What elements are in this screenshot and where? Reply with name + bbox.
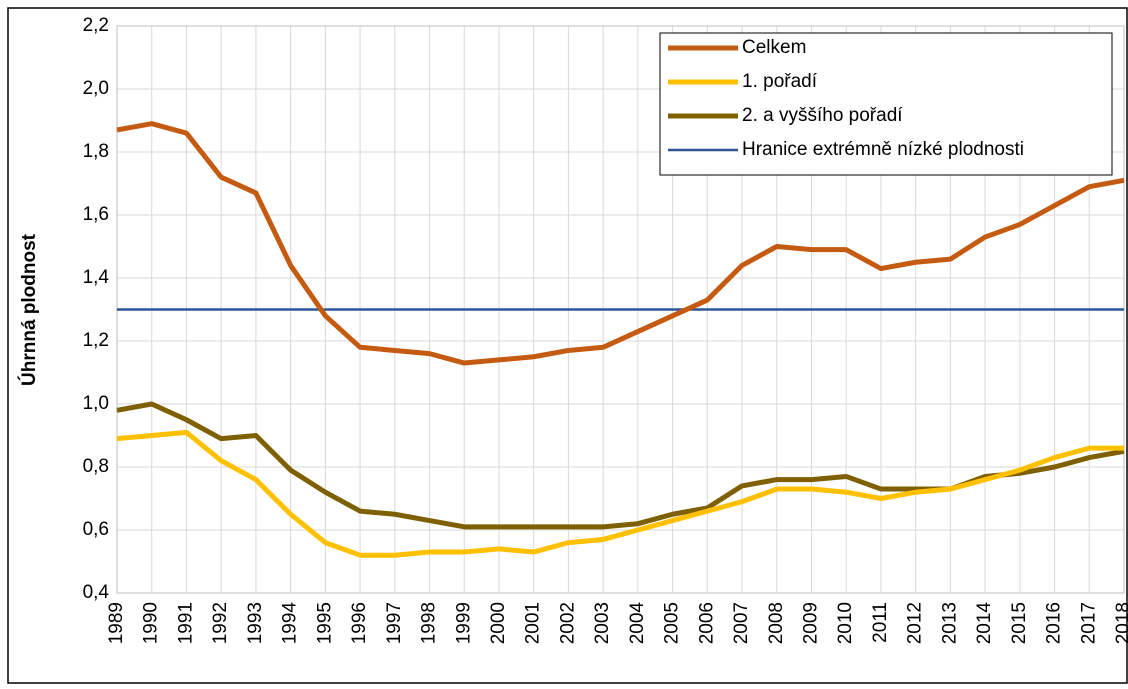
y-tick-label: 2,2 — [83, 15, 109, 36]
x-tick-label: 1997 — [384, 602, 405, 644]
y-tick-label: 0,8 — [83, 456, 109, 477]
series-line — [116, 429, 1124, 558]
x-tick-label: 1995 — [314, 602, 335, 644]
legend-label: Hranice extrémně nízké plodnosti — [742, 139, 1024, 160]
x-tick-label: 1998 — [419, 602, 440, 644]
x-tick-label: 2013 — [939, 602, 960, 644]
x-tick-label: 1994 — [280, 602, 301, 645]
x-tick-label: 2014 — [974, 602, 995, 645]
x-tick-label: 1990 — [141, 602, 162, 644]
x-tick-label: 2009 — [800, 602, 821, 644]
x-tick-label: 1999 — [453, 602, 474, 644]
y-tick-label: 0,4 — [83, 582, 110, 603]
x-tick-label: 2000 — [488, 602, 509, 644]
y-tick-label: 2,0 — [83, 78, 109, 99]
series-line — [116, 121, 1125, 366]
x-tick-label: 2004 — [627, 602, 648, 645]
x-tick-label: 2008 — [766, 602, 787, 644]
x-tick-label: 2007 — [731, 602, 752, 644]
x-tick-label: 1992 — [210, 602, 231, 644]
x-tick-label: 1996 — [349, 602, 370, 644]
y-tick-label: 1,6 — [83, 204, 109, 225]
legend-label: Celkem — [742, 37, 806, 58]
x-tick-label: 2018 — [1113, 602, 1128, 644]
x-tick-label: 2015 — [1009, 602, 1030, 644]
x-tick-label: 2002 — [557, 602, 578, 644]
x-tick-label: 2010 — [835, 602, 856, 644]
x-tick-label: 2001 — [523, 602, 544, 644]
x-tick-label: 2006 — [696, 602, 717, 644]
legend-label: 1. pořadí — [742, 71, 818, 92]
x-tick-label: 2016 — [1044, 602, 1065, 644]
x-tick-label: 2017 — [1078, 602, 1099, 644]
x-tick-label: 1991 — [175, 602, 196, 644]
x-tick-label: 2003 — [592, 602, 613, 644]
x-tick-label: 1989 — [106, 602, 127, 644]
x-tick-label: 2005 — [662, 602, 683, 644]
y-tick-label: 1,8 — [83, 141, 109, 162]
y-tick-label: 1,2 — [83, 330, 109, 351]
x-tick-label: 2012 — [905, 602, 926, 644]
x-tick-label: 1993 — [245, 602, 266, 644]
y-tick-label: 1,4 — [83, 267, 110, 288]
legend-box — [659, 32, 1113, 176]
legend-label: 2. a vyššího pořadí — [742, 105, 903, 126]
y-axis-label: Úhrnná plodnost — [18, 233, 40, 386]
x-tick-label: 2011 — [870, 602, 891, 643]
y-tick-label: 1,0 — [83, 393, 109, 414]
y-tick-label: 0,6 — [83, 519, 109, 540]
